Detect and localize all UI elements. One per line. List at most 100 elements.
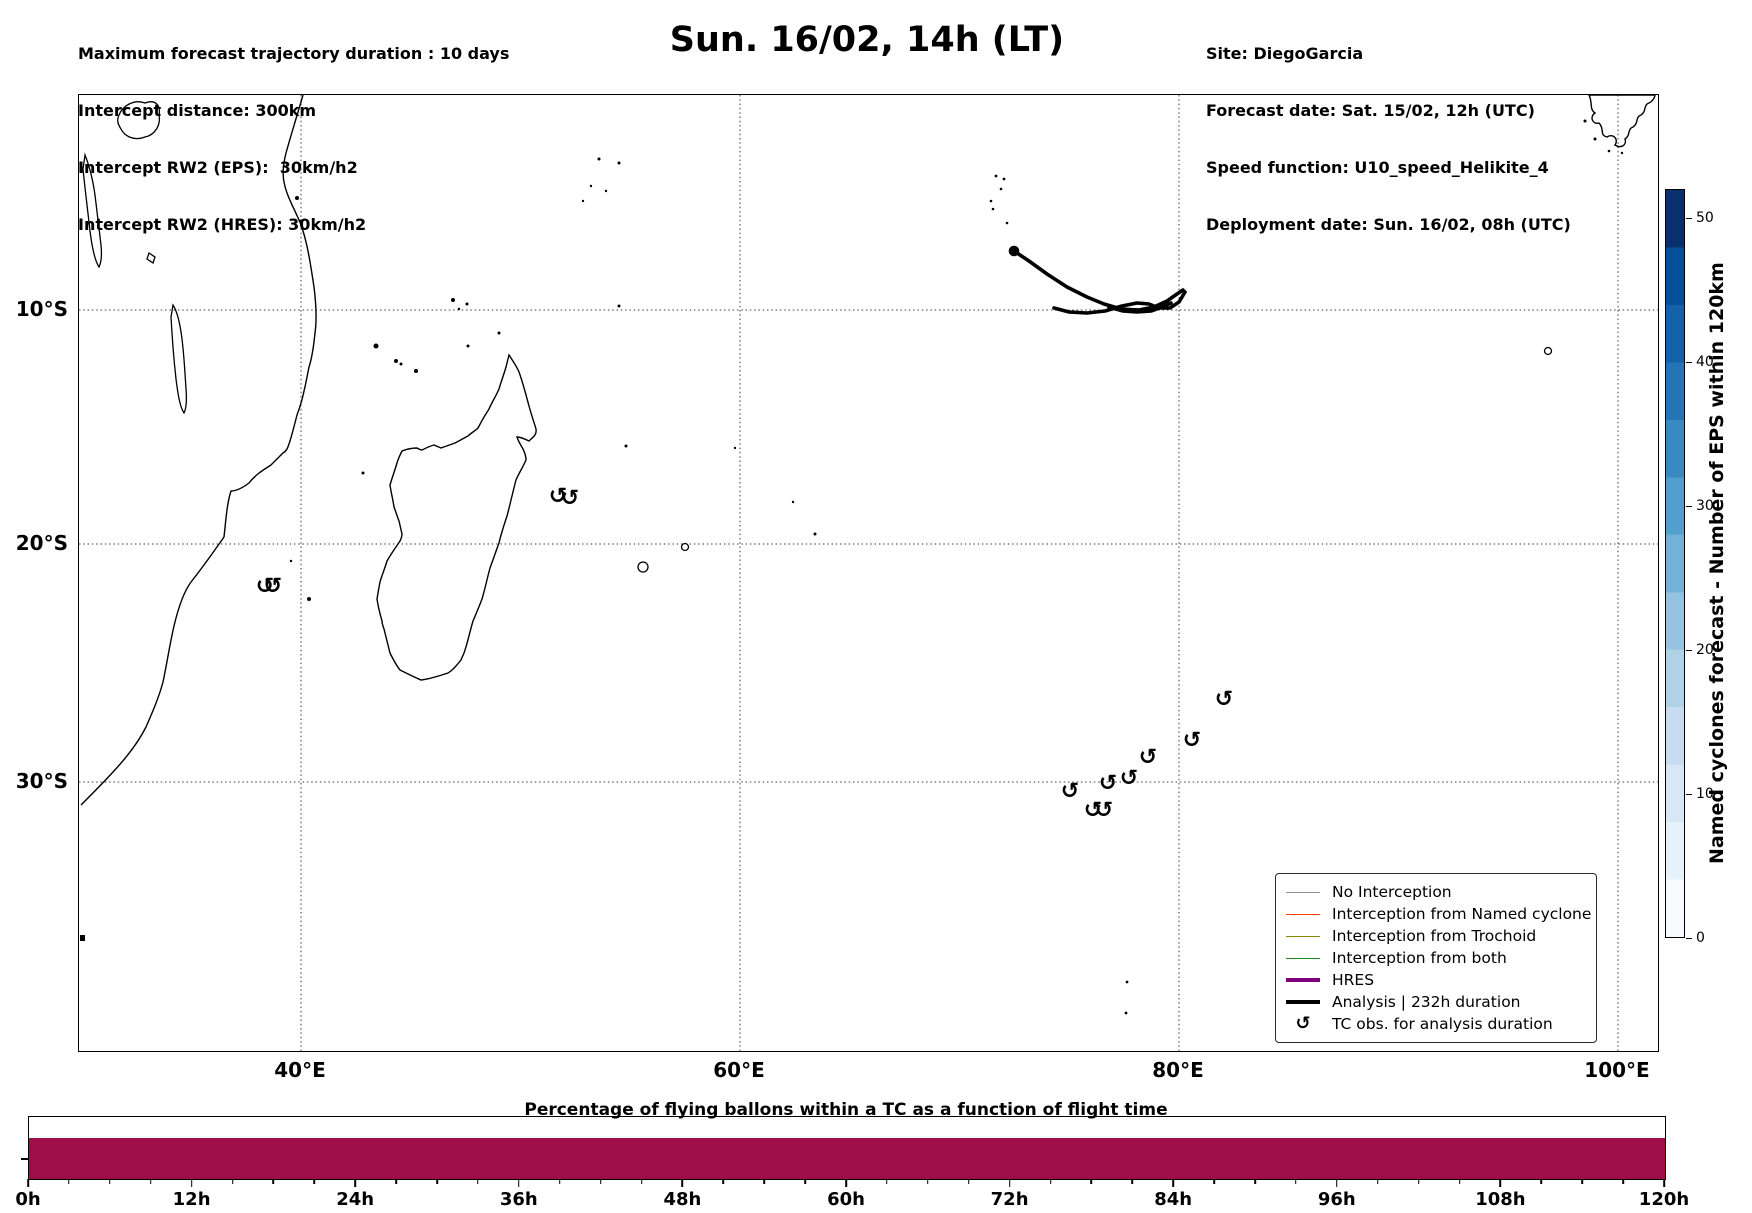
flight-x-minor-tick xyxy=(722,1179,725,1184)
max-duration-text: Maximum forecast trajectory duration : 1… xyxy=(78,44,510,63)
flight-x-minor-tick xyxy=(436,1179,438,1184)
legend-row-no-interception: No Interception xyxy=(1286,881,1586,903)
flight-x-minor-tick xyxy=(1540,1179,1543,1184)
lakes xyxy=(82,101,188,415)
flight-x-minor-tick xyxy=(395,1179,397,1184)
lon-tick-60e: 60°E xyxy=(713,1058,765,1082)
tc-obs-symbol: ↺ xyxy=(1060,778,1080,804)
flight-x-major-tick xyxy=(1172,1179,1174,1187)
flight-x-tick-label: 24h xyxy=(336,1189,375,1210)
colorbar xyxy=(1665,189,1685,938)
tc-obs-symbol: ↺ xyxy=(1214,686,1234,712)
flight-x-minor-tick xyxy=(68,1179,70,1184)
black-line-sample xyxy=(1286,1000,1320,1004)
africa-coastline xyxy=(80,95,317,806)
lat-tick-20s: 20°S xyxy=(15,531,68,555)
flight-x-minor-tick xyxy=(231,1179,234,1184)
lat-tick-10s: 10°S xyxy=(15,297,68,321)
flight-x-minor-tick xyxy=(1417,1179,1420,1184)
flight-x-tick-label: 84h xyxy=(1154,1189,1193,1210)
flight-x-minor-tick xyxy=(109,1179,111,1184)
flight-x-minor-tick xyxy=(1622,1179,1624,1184)
colorbar-tick-label: 50 xyxy=(1696,209,1714,226)
graticule xyxy=(79,95,1658,1051)
legend-row-named-cyclone: Interception from Named cyclone xyxy=(1286,903,1591,925)
tc-obs-symbol: ↺ xyxy=(1138,744,1158,770)
map-svg xyxy=(79,95,1658,1051)
map-panel: ↺ ↺ ↺ ↺ ↺ ↺ ↺ ↺ ↺ ↺ ↺ ↺ xyxy=(78,94,1659,1052)
flight-x-tick-label: 60h xyxy=(827,1189,865,1210)
mauritius-island xyxy=(680,542,690,552)
flight-x-minor-tick xyxy=(967,1179,970,1184)
flight-x-tick-label: 36h xyxy=(499,1189,538,1210)
flight-x-minor-tick xyxy=(1295,1179,1297,1184)
intercept-distance-text: Intercept distance: 300km xyxy=(78,101,317,120)
flight-x-major-tick xyxy=(27,1179,29,1187)
flight-x-major-tick xyxy=(1008,1179,1011,1187)
lon-tick-100e: 100°E xyxy=(1584,1058,1650,1082)
site-text: Site: DiegoGarcia xyxy=(1206,44,1364,63)
flight-x-major-tick xyxy=(1663,1179,1665,1187)
flight-x-major-tick xyxy=(190,1179,193,1187)
colorbar-tick-label: 0 xyxy=(1696,930,1705,946)
flight-x-major-tick xyxy=(518,1179,520,1187)
flight-x-tick-label: 0h xyxy=(15,1189,41,1210)
flight-x-minor-tick xyxy=(149,1179,152,1184)
lake-victoria xyxy=(117,101,161,140)
flight-x-tick-label: 120h xyxy=(1638,1189,1690,1210)
tc-obs-symbol: ↺ xyxy=(1083,797,1103,823)
deployment-date-text: Deployment date: Sun. 16/02, 08h (UTC) xyxy=(1206,215,1571,234)
lake-tanganyika xyxy=(82,152,103,269)
flight-chart-title: Percentage of flying ballons within a TC… xyxy=(524,1100,1168,1120)
flight-x-minor-tick xyxy=(558,1179,561,1184)
analysis-track-strand xyxy=(1107,301,1173,314)
flight-x-major-tick xyxy=(1336,1179,1338,1187)
flight-x-tick-label: 48h xyxy=(663,1189,702,1210)
flight-x-minor-tick xyxy=(1131,1179,1134,1184)
tc-obs-symbol: ↺ xyxy=(548,483,568,509)
flight-x-minor-tick xyxy=(1090,1179,1093,1184)
tc-obs-symbol: ↺ xyxy=(560,485,580,511)
flight-x-minor-tick xyxy=(886,1179,888,1184)
lon-tick-80e: 80°E xyxy=(1152,1058,1204,1082)
tc-obs-symbol: ↺ xyxy=(263,573,283,599)
header-left-annotations: Maximum forecast trajectory duration : 1… xyxy=(78,6,509,272)
analysis-track-strand xyxy=(1012,249,1185,312)
tc-obs-symbol: ↺ xyxy=(255,573,275,599)
legend-row-trochoid: Interception from Trochoid xyxy=(1286,925,1586,947)
flight-x-major-tick xyxy=(681,1179,684,1187)
colorbar-tick-label: 20 xyxy=(1696,641,1714,658)
cocos-island xyxy=(1543,346,1553,356)
flight-x-tick-label: 12h xyxy=(172,1189,211,1210)
flight-bar xyxy=(29,1137,1665,1179)
flight-x-minor-tick xyxy=(1376,1179,1379,1184)
purple-line-sample xyxy=(1286,978,1320,982)
flight-x-tick-label: 96h xyxy=(1317,1189,1356,1210)
flight-x-minor-tick xyxy=(927,1179,929,1184)
speed-function-text: Speed function: U10_speed_Helikite_4 xyxy=(1206,158,1549,177)
flight-x-minor-tick xyxy=(640,1179,643,1184)
analysis-track xyxy=(1008,245,1187,315)
flight-x-minor-tick xyxy=(313,1179,316,1184)
flight-x-minor-tick xyxy=(1049,1179,1052,1184)
analysis-track-start-dot xyxy=(1008,245,1020,257)
tc-obs-symbol: ↺ xyxy=(1094,797,1114,823)
coastlines xyxy=(80,95,1656,806)
small-islands xyxy=(80,119,1624,1015)
colorbar-label: Named cyclones forecast - Number of EPS … xyxy=(1706,262,1728,865)
flight-x-major-tick xyxy=(845,1179,847,1187)
flight-x-major-tick xyxy=(354,1179,356,1187)
island-rings xyxy=(637,346,1553,573)
flight-x-minor-tick xyxy=(272,1179,275,1184)
lake-malawi xyxy=(170,303,188,415)
gray-line-sample xyxy=(1286,891,1320,893)
forecast-date-text: Forecast date: Sat. 15/02, 12h (UTC) xyxy=(1206,101,1535,120)
flight-x-minor-tick xyxy=(1213,1179,1215,1184)
flight-x-major-tick xyxy=(1499,1179,1502,1187)
colorbar-tick-label: 40 xyxy=(1696,353,1714,370)
map-legend: No Interception Interception from Named … xyxy=(1275,873,1597,1043)
flight-x-minor-tick xyxy=(1254,1179,1256,1184)
flight-x-tick-label: 72h xyxy=(990,1189,1029,1210)
green-line-sample xyxy=(1286,957,1320,959)
